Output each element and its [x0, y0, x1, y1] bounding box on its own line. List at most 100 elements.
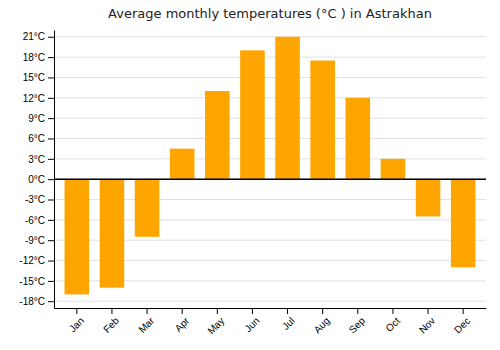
- x-tick: Dec: [452, 308, 472, 335]
- y-tick: -12°C: [19, 255, 54, 266]
- y-tick: 0°C: [28, 174, 54, 185]
- x-tick-label: Apr: [173, 315, 192, 334]
- bar: [100, 179, 125, 287]
- x-tick-mark: [182, 308, 183, 314]
- y-tick-label: 15°C: [23, 72, 45, 83]
- title: Average monthly temperatures (°C ) in As…: [108, 6, 432, 21]
- x-tick-label: Feb: [101, 315, 121, 335]
- y-axis: -18°C -15°C -12°C -9°C -6°C -3°C 0°C 3°C 6°C 9°C 1…: [19, 31, 54, 309]
- x-tick: Sep: [347, 308, 368, 335]
- y-tick-mark: [48, 118, 54, 119]
- y-tick-label: -6°C: [25, 215, 45, 226]
- y-tick-mark: [48, 281, 54, 282]
- y-tick-label: -18°C: [19, 296, 45, 307]
- y-tick: 15°C: [23, 72, 54, 83]
- grid-line: [54, 138, 486, 139]
- x-tick-mark: [76, 308, 77, 314]
- bars: [54, 37, 486, 295]
- y-tick-label: 9°C: [28, 113, 45, 124]
- y-tick: -3°C: [25, 194, 54, 205]
- x-tick: Jan: [67, 308, 86, 334]
- x-tick: Jun: [242, 308, 261, 334]
- x-tick-mark: [252, 308, 253, 314]
- x-tick: Oct: [383, 308, 402, 334]
- x-tick-label: Sep: [347, 315, 368, 336]
- grid: [54, 37, 486, 301]
- y-tick-mark: [48, 261, 54, 262]
- x-axis-line: [55, 308, 487, 309]
- y-tick-label: -3°C: [25, 194, 45, 205]
- grid-line: [54, 77, 486, 78]
- grid-line: [54, 158, 486, 159]
- y-tick-mark: [48, 159, 54, 160]
- y-tick: -15°C: [19, 276, 54, 287]
- grid-line: [54, 179, 486, 180]
- grid-line: [54, 36, 486, 37]
- bar: [416, 179, 441, 216]
- y-tick-label: 18°C: [23, 52, 45, 63]
- y-tick: -6°C: [25, 215, 54, 226]
- y-tick-mark: [48, 138, 54, 139]
- bar: [205, 91, 230, 179]
- y-tick-label: -9°C: [25, 235, 45, 246]
- y-tick-mark: [48, 77, 54, 78]
- x-tick: Jul: [280, 308, 297, 332]
- x-tick-label: Oct: [383, 315, 402, 334]
- y-tick-mark: [48, 240, 54, 241]
- x-tick: Apr: [173, 308, 192, 334]
- y-tick: 21°C: [23, 31, 54, 42]
- x-tick-mark: [392, 308, 393, 314]
- y-tick-label: 21°C: [23, 31, 45, 42]
- grid-line: [54, 97, 486, 98]
- y-tick: 18°C: [23, 52, 54, 63]
- y-tick-mark: [48, 301, 54, 302]
- y-tick-mark: [48, 220, 54, 221]
- bar: [65, 179, 90, 294]
- y-tick-mark: [48, 37, 54, 38]
- grid-line: [54, 118, 486, 119]
- chart-svg: -18°C -15°C -12°C -9°C -6°C -3°C 0°C 3°C 6°C 9°C 1…: [0, 0, 500, 350]
- grid-line: [54, 57, 486, 58]
- x-tick-label: Jun: [242, 315, 261, 334]
- y-tick: 12°C: [23, 93, 54, 104]
- y-axis-line: [54, 31, 55, 309]
- x-tick-mark: [217, 308, 218, 314]
- bar: [346, 98, 371, 179]
- y-tick-label: -12°C: [19, 255, 45, 266]
- x-tick-label: Jul: [280, 315, 297, 332]
- bar: [451, 179, 476, 267]
- bar: [275, 37, 300, 179]
- bar: [381, 159, 406, 179]
- x-tick-label: Aug: [312, 315, 332, 335]
- y-tick: -18°C: [19, 296, 54, 307]
- x-tick: Aug: [312, 308, 332, 335]
- plot-area: -18°C -15°C -12°C -9°C -6°C -3°C 0°C 3°C 6°C 9°C 1…: [19, 31, 486, 337]
- y-tick-mark: [48, 57, 54, 58]
- x-tick-mark: [147, 308, 148, 314]
- y-tick-label: -15°C: [19, 276, 45, 287]
- y-tick: 6°C: [28, 133, 54, 144]
- x-tick-label: Jan: [67, 315, 86, 334]
- zero-line: [54, 178, 486, 180]
- y-tick-mark: [48, 179, 54, 180]
- x-tick-label: Dec: [452, 315, 472, 335]
- y-tick: 9°C: [28, 113, 54, 124]
- bar: [240, 50, 265, 179]
- x-tick: Nov: [417, 308, 437, 335]
- bar: [170, 149, 195, 180]
- x-tick-mark: [111, 308, 112, 314]
- x-tick-mark: [463, 308, 464, 314]
- y-tick-mark: [48, 98, 54, 99]
- y-tick-label: 6°C: [28, 133, 45, 144]
- y-tick-label: 12°C: [23, 93, 45, 104]
- y-tick: 3°C: [28, 154, 54, 165]
- x-tick-mark: [428, 308, 429, 314]
- y-tick-mark: [48, 200, 54, 201]
- x-tick-label: Mar: [136, 315, 156, 335]
- x-tick-mark: [357, 308, 358, 314]
- x-tick-label: Nov: [417, 315, 437, 335]
- x-axis: Jan Feb Mar Apr May Jun Jul Aug Sep Oct Nov Dec: [55, 308, 487, 336]
- y-tick-label: 0°C: [28, 174, 45, 185]
- x-tick: May: [205, 308, 226, 336]
- bar: [135, 179, 160, 237]
